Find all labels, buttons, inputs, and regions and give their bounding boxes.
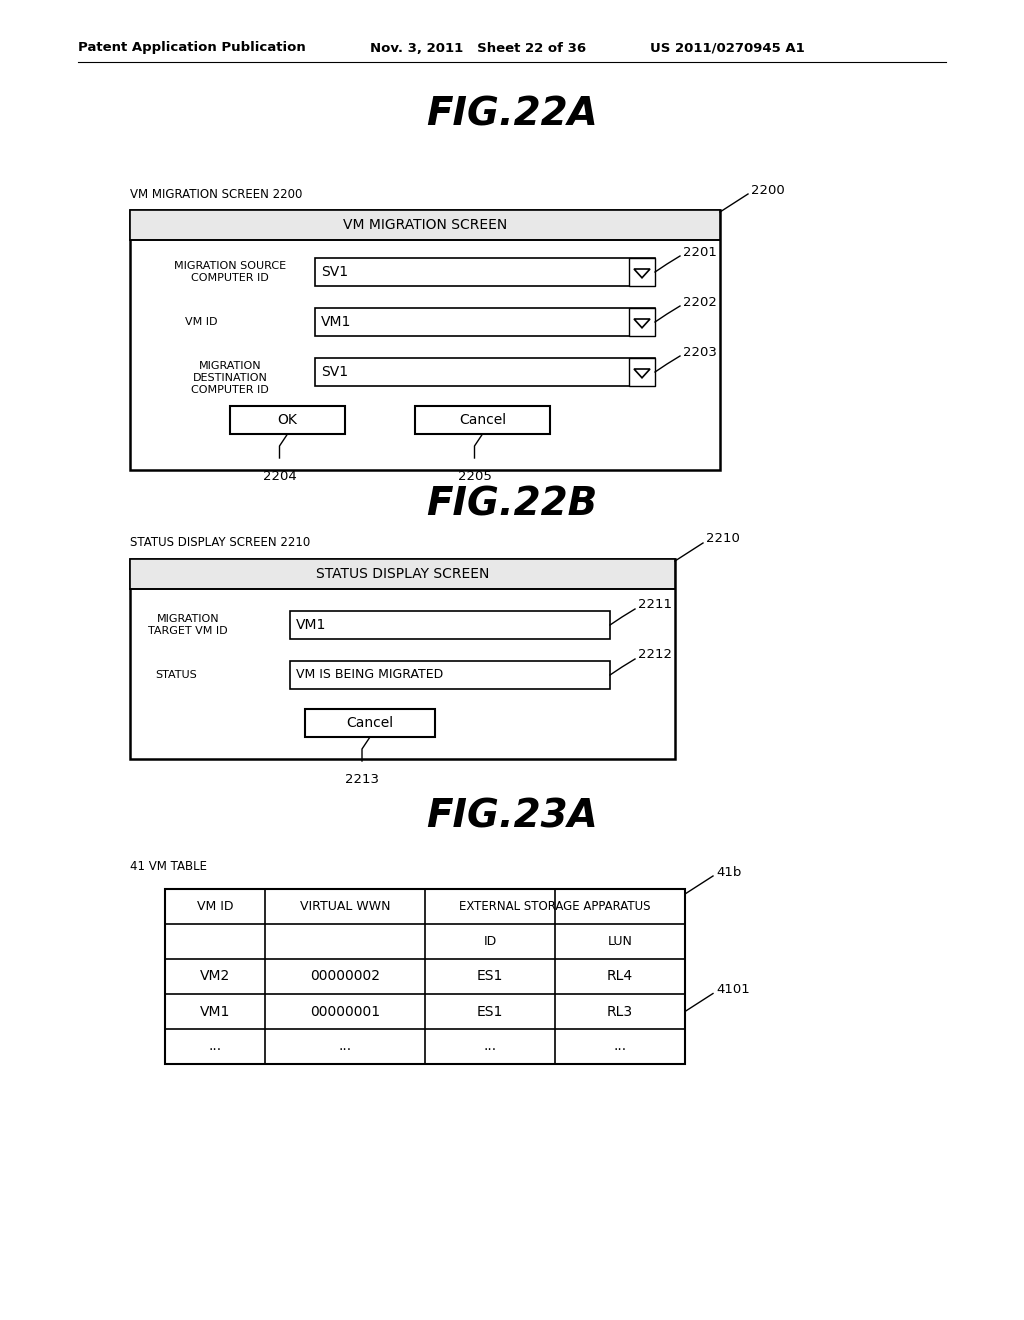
Bar [290,661,610,689]
Text: VM ID: VM ID [197,900,233,913]
Text: ES1: ES1 [477,1005,503,1019]
Bar [315,308,655,337]
Text: STATUS DISPLAY SCREEN 2210: STATUS DISPLAY SCREEN 2210 [130,536,310,549]
Text: EXTERNAL STORAGE APPARATUS: EXTERNAL STORAGE APPARATUS [459,900,650,913]
Text: RL3: RL3 [607,1005,633,1019]
Bar [315,358,655,385]
Text: OK: OK [278,413,297,426]
Text: Patent Application Publication: Patent Application Publication [78,41,306,54]
Bar [165,888,685,1064]
Text: 2205: 2205 [458,470,492,483]
Text: 2202: 2202 [683,296,717,309]
Bar [230,407,345,434]
Text: ...: ... [339,1040,351,1053]
Text: VM1: VM1 [200,1005,230,1019]
Text: VM ID: VM ID [185,317,217,327]
Text: VM1: VM1 [321,315,351,329]
Bar [130,210,720,240]
Text: ...: ... [613,1040,627,1053]
Text: VM IS BEING MIGRATED: VM IS BEING MIGRATED [296,668,443,681]
Polygon shape [634,370,650,378]
Text: 2212: 2212 [638,648,672,661]
Text: 2211: 2211 [638,598,672,611]
Text: FIG.23A: FIG.23A [426,799,598,836]
Bar [629,358,655,385]
Bar [130,558,675,589]
Bar [130,558,675,759]
Text: Cancel: Cancel [346,715,393,730]
Text: MIGRATION SOURCE
COMPUTER ID: MIGRATION SOURCE COMPUTER ID [174,261,286,282]
Text: 2201: 2201 [683,246,717,259]
Text: LUN: LUN [607,935,633,948]
Text: 2213: 2213 [345,774,379,785]
Text: 2210: 2210 [706,532,740,545]
Text: ...: ... [483,1040,497,1053]
Text: 00000001: 00000001 [310,1005,380,1019]
Text: VIRTUAL WWN: VIRTUAL WWN [300,900,390,913]
Bar [629,257,655,286]
Text: FIG.22A: FIG.22A [426,96,598,135]
Text: 00000002: 00000002 [310,969,380,983]
Text: STATUS: STATUS [155,671,197,680]
Text: FIG.22B: FIG.22B [426,484,598,523]
Text: VM MIGRATION SCREEN: VM MIGRATION SCREEN [343,218,507,232]
Bar [130,210,720,470]
Text: 41 VM TABLE: 41 VM TABLE [130,861,207,874]
Text: ...: ... [209,1040,221,1053]
Text: VM1: VM1 [296,618,327,632]
Text: MIGRATION
DESTINATION
COMPUTER ID: MIGRATION DESTINATION COMPUTER ID [191,362,269,395]
Text: 2200: 2200 [751,183,784,197]
Bar [415,407,550,434]
Text: 2204: 2204 [262,470,296,483]
Text: 2203: 2203 [683,346,717,359]
Text: 41b: 41b [716,866,741,879]
Text: Nov. 3, 2011   Sheet 22 of 36: Nov. 3, 2011 Sheet 22 of 36 [370,41,586,54]
Text: ID: ID [483,935,497,948]
Polygon shape [634,269,650,277]
Text: MIGRATION
TARGET VM ID: MIGRATION TARGET VM ID [148,614,227,636]
Text: SV1: SV1 [321,366,348,379]
Text: RL4: RL4 [607,969,633,983]
Text: STATUS DISPLAY SCREEN: STATUS DISPLAY SCREEN [315,568,489,581]
Bar [629,308,655,337]
Text: SV1: SV1 [321,265,348,279]
Text: VM2: VM2 [200,969,230,983]
Text: US 2011/0270945 A1: US 2011/0270945 A1 [650,41,805,54]
Text: 4101: 4101 [716,983,750,997]
Bar [290,611,610,639]
Text: ES1: ES1 [477,969,503,983]
Text: Cancel: Cancel [459,413,506,426]
Text: VM MIGRATION SCREEN 2200: VM MIGRATION SCREEN 2200 [130,187,302,201]
Bar [305,709,435,737]
Polygon shape [634,319,650,327]
Bar [315,257,655,286]
